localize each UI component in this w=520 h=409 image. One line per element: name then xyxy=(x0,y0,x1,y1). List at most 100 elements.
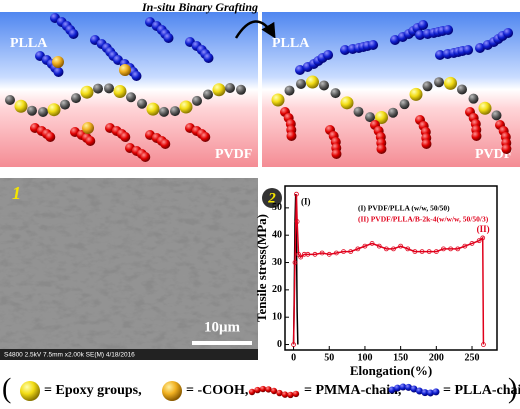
sphere xyxy=(421,139,432,149)
sphere xyxy=(296,78,306,89)
y-tick-label: 0 xyxy=(277,339,282,350)
legend-icon xyxy=(20,381,40,401)
sphere xyxy=(68,29,79,39)
bracket: ) xyxy=(508,373,517,404)
legend-icon xyxy=(254,386,261,394)
sphere xyxy=(45,132,56,142)
x-axis-label: Elongation(%) xyxy=(350,363,432,378)
legend-epoxy: = Epoxy groups, xyxy=(44,383,142,398)
sphere xyxy=(203,89,213,100)
y-tick-label: 20 xyxy=(272,284,282,295)
label: PVDF xyxy=(215,147,252,162)
marker xyxy=(355,246,361,252)
sphere xyxy=(47,103,61,117)
marker xyxy=(433,249,439,255)
legend-icon xyxy=(410,385,418,393)
x-tick-label: 150 xyxy=(393,352,408,363)
legend-icon xyxy=(248,388,256,396)
y-tick-label: 40 xyxy=(272,229,282,240)
legend-icon xyxy=(292,390,300,398)
x-tick-label: 100 xyxy=(357,352,372,363)
sphere xyxy=(491,110,502,121)
sphere xyxy=(409,87,423,101)
sphere xyxy=(38,106,48,117)
legend-icon xyxy=(405,383,412,391)
legend-entry: (II) PVDF/PLLA/B-2k-4(w/w/w, 50/50/3) xyxy=(358,215,489,224)
annotation: (I) xyxy=(301,196,311,206)
sphere xyxy=(434,77,444,88)
marker xyxy=(294,219,300,224)
arrow xyxy=(234,20,276,39)
sphere xyxy=(501,144,512,154)
sphere xyxy=(435,50,445,60)
sphere xyxy=(388,107,398,118)
sphere xyxy=(60,99,70,110)
marker xyxy=(319,250,325,256)
sphere xyxy=(443,25,454,35)
legend-icon xyxy=(416,387,423,395)
sphere xyxy=(271,93,285,107)
sphere xyxy=(319,80,329,91)
marker xyxy=(441,246,446,252)
sphere xyxy=(192,95,202,106)
sphere xyxy=(93,83,103,94)
legend-icon xyxy=(432,388,440,396)
sphere xyxy=(399,99,410,110)
x-tick-label: 0 xyxy=(291,352,296,363)
sphere xyxy=(52,56,64,68)
plot-frame xyxy=(284,185,498,351)
sphere xyxy=(323,50,334,60)
marker xyxy=(312,251,318,257)
sphere xyxy=(284,85,295,96)
sphere xyxy=(27,105,37,116)
legend-plla: = PLLA-chain xyxy=(443,383,520,398)
marker xyxy=(369,240,375,246)
molecules xyxy=(5,13,514,162)
sphere xyxy=(353,106,364,117)
sphere xyxy=(120,132,131,142)
legend-icon xyxy=(421,389,429,397)
legend-icon xyxy=(427,389,434,397)
marker xyxy=(301,251,307,257)
marker xyxy=(391,246,396,252)
sphere xyxy=(179,100,193,114)
arrow-label: In-situ Binary Grafting xyxy=(141,0,258,14)
panel-label: 2 xyxy=(267,190,276,206)
marker xyxy=(305,251,311,257)
sphere xyxy=(80,85,94,99)
legend-icon xyxy=(162,381,182,401)
legend-icon xyxy=(394,384,401,392)
marker xyxy=(476,238,482,244)
marker xyxy=(333,250,339,256)
y-axis-label: Tensile stress(MPa) xyxy=(254,214,269,322)
sphere xyxy=(331,149,342,159)
sphere xyxy=(340,96,354,110)
sphere xyxy=(140,152,151,162)
sphere xyxy=(203,53,214,63)
sphere xyxy=(422,81,433,92)
marker xyxy=(341,249,346,255)
legend-icon xyxy=(388,386,396,394)
annotation: (II) xyxy=(477,224,490,234)
sphere xyxy=(340,45,350,55)
sphere xyxy=(163,33,174,43)
marker xyxy=(362,243,368,249)
sphere xyxy=(468,93,479,104)
marker xyxy=(294,191,299,197)
legend-icon xyxy=(265,386,272,393)
bracket: ( xyxy=(2,373,11,404)
marker xyxy=(383,246,389,252)
sphere xyxy=(295,65,305,75)
sem-footer: S4800 2.5kV 7.5mm x2.00k SE(M) 4/18/2016 xyxy=(4,352,135,359)
sphere xyxy=(159,106,169,117)
marker xyxy=(298,254,304,260)
legend: ( = Epoxy groups, = -COOH, = PMMA-chain,… xyxy=(2,373,520,404)
sphere xyxy=(170,106,180,117)
sphere xyxy=(415,30,425,40)
scale-bar xyxy=(192,341,252,345)
sphere xyxy=(475,43,485,53)
marker xyxy=(398,243,404,249)
legend-icon xyxy=(270,387,278,395)
sphere xyxy=(119,64,131,76)
